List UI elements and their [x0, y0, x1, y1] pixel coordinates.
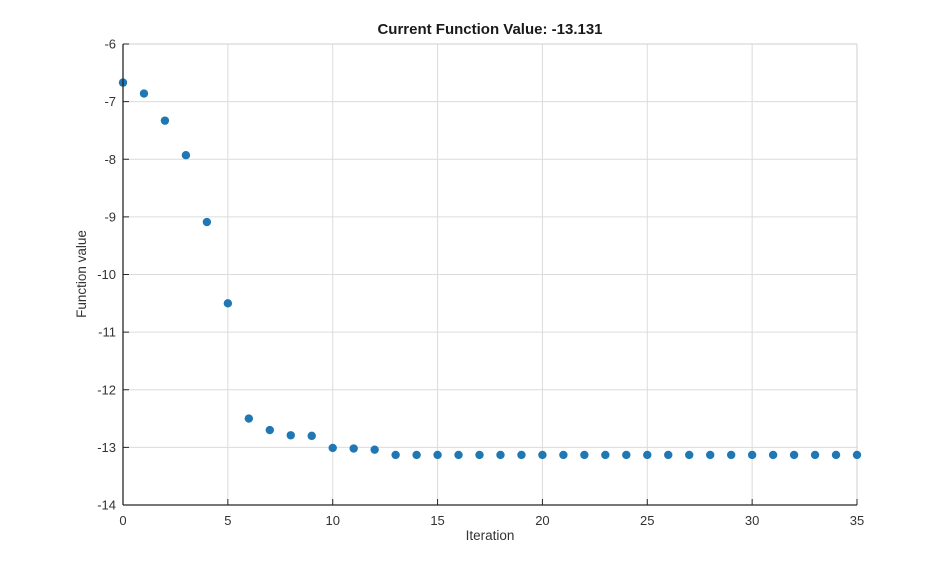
data-point	[580, 450, 589, 460]
data-point	[496, 450, 505, 460]
y-tick-label: -13	[97, 440, 116, 455]
y-tick-label: -8	[104, 152, 116, 167]
data-point	[265, 425, 274, 435]
data-point	[454, 450, 463, 460]
y-tick-label: -14	[97, 498, 116, 513]
y-tick-label: -12	[97, 382, 116, 397]
y-tick-label: -11	[98, 325, 116, 340]
x-tick-label: 20	[535, 513, 549, 528]
data-point	[622, 450, 631, 460]
data-point	[726, 450, 736, 460]
x-tick-label: 0	[119, 513, 126, 528]
y-tick-label: -9	[104, 209, 116, 224]
data-point	[433, 450, 442, 460]
data-point	[559, 450, 568, 460]
data-point	[706, 450, 715, 460]
data-point	[286, 431, 295, 440]
data-point	[831, 450, 841, 460]
data-point	[307, 431, 316, 441]
data-point	[685, 450, 694, 460]
x-tick-label: 25	[640, 513, 654, 528]
data-point	[747, 450, 757, 460]
data-point	[517, 450, 526, 460]
x-axis-label: Iteration	[465, 528, 515, 543]
data-point	[181, 151, 191, 160]
data-point	[202, 217, 212, 227]
x-tick-label: 35	[850, 513, 864, 528]
data-point	[538, 450, 547, 460]
data-point	[160, 116, 170, 125]
x-tick-label: 15	[430, 513, 444, 528]
y-tick-label: -7	[104, 94, 116, 109]
data-point	[391, 450, 400, 460]
data-point	[475, 450, 484, 460]
x-tick-label: 10	[325, 513, 339, 528]
data-point	[328, 443, 337, 453]
data-point	[789, 450, 799, 460]
data-point	[139, 89, 149, 98]
data-point	[852, 450, 862, 460]
data-point	[244, 414, 254, 423]
data-point	[643, 450, 652, 460]
data-point	[412, 450, 421, 460]
data-point	[349, 444, 358, 453]
data-point	[664, 450, 673, 460]
x-tick-label: 5	[224, 513, 231, 528]
y-tick-label: -10	[97, 267, 116, 282]
data-point	[370, 445, 379, 454]
data-point	[810, 450, 820, 460]
chart-title: Current Function Value: -13.131	[377, 21, 603, 38]
data-point	[223, 299, 233, 308]
data-point	[601, 450, 610, 460]
y-tick-label: -6	[104, 37, 116, 52]
x-tick-label: 30	[745, 513, 759, 528]
y-axis-label: Function value	[74, 230, 89, 318]
data-point	[768, 450, 778, 460]
